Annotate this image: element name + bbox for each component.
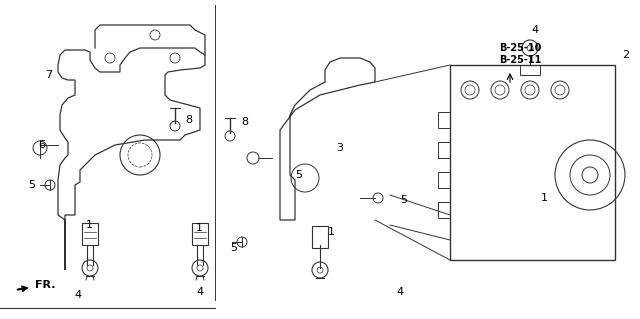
Text: 5: 5 xyxy=(400,195,407,205)
Text: 5: 5 xyxy=(230,243,237,253)
Text: 4: 4 xyxy=(396,287,404,297)
Text: 7: 7 xyxy=(45,70,52,80)
Bar xyxy=(520,65,540,75)
Text: 8: 8 xyxy=(185,115,192,125)
Bar xyxy=(438,202,450,218)
Bar xyxy=(438,112,450,128)
Text: B-25-10: B-25-10 xyxy=(499,43,541,53)
Bar xyxy=(450,65,615,260)
Text: 8: 8 xyxy=(241,117,248,127)
Text: 6: 6 xyxy=(38,140,45,150)
Text: 4: 4 xyxy=(74,290,81,300)
Text: FR.: FR. xyxy=(18,280,55,291)
Text: 2: 2 xyxy=(622,50,629,60)
Bar xyxy=(312,226,328,248)
Bar xyxy=(438,172,450,188)
Text: B-25-11: B-25-11 xyxy=(499,55,541,65)
Text: 1: 1 xyxy=(196,223,203,233)
Text: 1: 1 xyxy=(328,227,335,237)
Text: 4: 4 xyxy=(531,25,539,35)
Text: 5: 5 xyxy=(295,170,302,180)
Text: 4: 4 xyxy=(196,287,204,297)
Text: 1: 1 xyxy=(86,220,93,230)
Bar xyxy=(192,223,208,245)
Text: 1: 1 xyxy=(541,193,548,203)
Text: 3: 3 xyxy=(337,143,344,153)
Bar xyxy=(82,223,98,245)
Bar xyxy=(438,142,450,158)
Text: 5: 5 xyxy=(28,180,35,190)
